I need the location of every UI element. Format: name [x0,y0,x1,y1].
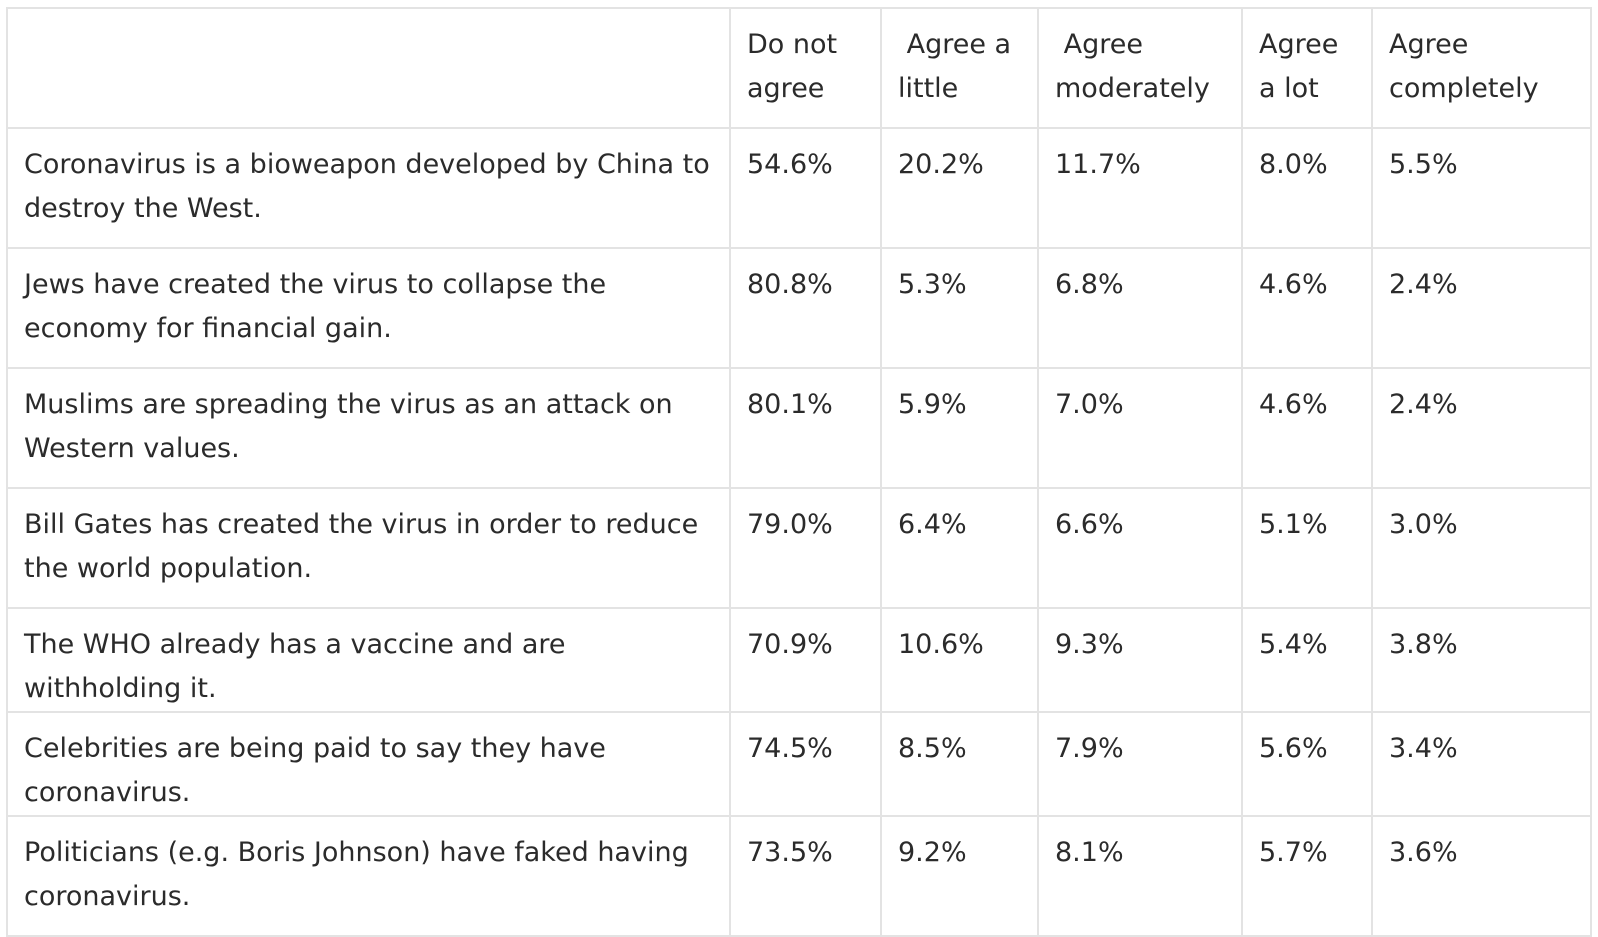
value-cell-do-not-agree: 80.8% [729,247,882,369]
value-cell-agree-a-little: 20.2% [880,127,1039,249]
value-cell-agree-moderately: 6.8% [1037,247,1243,369]
value-cell-agree-moderately: 7.0% [1037,367,1243,489]
table-row: Bill Gates has created the virus in orde… [6,487,1592,609]
header-agree-moderately: Agree moderately [1037,7,1243,129]
table-row: Celebrities are being paid to say they h… [6,711,1592,817]
value-cell-do-not-agree: 73.5% [729,815,882,937]
value-cell-agree-a-lot: 4.6% [1241,247,1373,369]
value-cell-agree-a-little: 6.4% [880,487,1039,609]
conspiracy-beliefs-table: Do not agree Agree a little Agree modera… [6,7,1592,937]
value-cell-agree-completely: 3.4% [1371,711,1592,817]
statement-cell: Celebrities are being paid to say they h… [6,711,731,817]
statement-cell: Politicians (e.g. Boris Johnson) have fa… [6,815,731,937]
header-statement [6,7,731,129]
value-cell-agree-moderately: 7.9% [1037,711,1243,817]
header-do-not-agree: Do not agree [729,7,882,129]
value-cell-do-not-agree: 74.5% [729,711,882,817]
statement-cell: Coronavirus is a bioweapon developed by … [6,127,731,249]
table-row: Muslims are spreading the virus as an at… [6,367,1592,489]
value-cell-agree-a-little: 5.3% [880,247,1039,369]
value-cell-agree-a-lot: 4.6% [1241,367,1373,489]
value-cell-agree-a-little: 8.5% [880,711,1039,817]
value-cell-do-not-agree: 80.1% [729,367,882,489]
value-cell-agree-a-lot: 5.1% [1241,487,1373,609]
value-cell-agree-completely: 5.5% [1371,127,1592,249]
table-row: Politicians (e.g. Boris Johnson) have fa… [6,815,1592,937]
value-cell-agree-completely: 3.0% [1371,487,1592,609]
value-cell-agree-completely: 3.8% [1371,607,1592,713]
statement-cell: The WHO already has a vaccine and are wi… [6,607,731,713]
value-cell-agree-a-little: 5.9% [880,367,1039,489]
value-cell-agree-a-little: 9.2% [880,815,1039,937]
table-row: Coronavirus is a bioweapon developed by … [6,127,1592,249]
value-cell-agree-moderately: 8.1% [1037,815,1243,937]
header-agree-completely: Agree completely [1371,7,1592,129]
statement-cell: Jews have created the virus to collapse … [6,247,731,369]
value-cell-agree-a-lot: 8.0% [1241,127,1373,249]
value-cell-agree-moderately: 9.3% [1037,607,1243,713]
value-cell-do-not-agree: 70.9% [729,607,882,713]
value-cell-do-not-agree: 79.0% [729,487,882,609]
value-cell-agree-completely: 2.4% [1371,247,1592,369]
table-header-row: Do not agree Agree a little Agree modera… [6,7,1592,129]
statement-cell: Muslims are spreading the virus as an at… [6,367,731,489]
header-agree-a-lot: Agree a lot [1241,7,1373,129]
statement-cell: Bill Gates has created the virus in orde… [6,487,731,609]
value-cell-agree-a-lot: 5.7% [1241,815,1373,937]
value-cell-agree-a-lot: 5.6% [1241,711,1373,817]
value-cell-agree-moderately: 6.6% [1037,487,1243,609]
header-agree-a-little: Agree a little [880,7,1039,129]
value-cell-agree-a-little: 10.6% [880,607,1039,713]
value-cell-agree-a-lot: 5.4% [1241,607,1373,713]
table-row: The WHO already has a vaccine and are wi… [6,607,1592,713]
table-row: Jews have created the virus to collapse … [6,247,1592,369]
value-cell-agree-completely: 2.4% [1371,367,1592,489]
value-cell-agree-completely: 3.6% [1371,815,1592,937]
value-cell-agree-moderately: 11.7% [1037,127,1243,249]
value-cell-do-not-agree: 54.6% [729,127,882,249]
